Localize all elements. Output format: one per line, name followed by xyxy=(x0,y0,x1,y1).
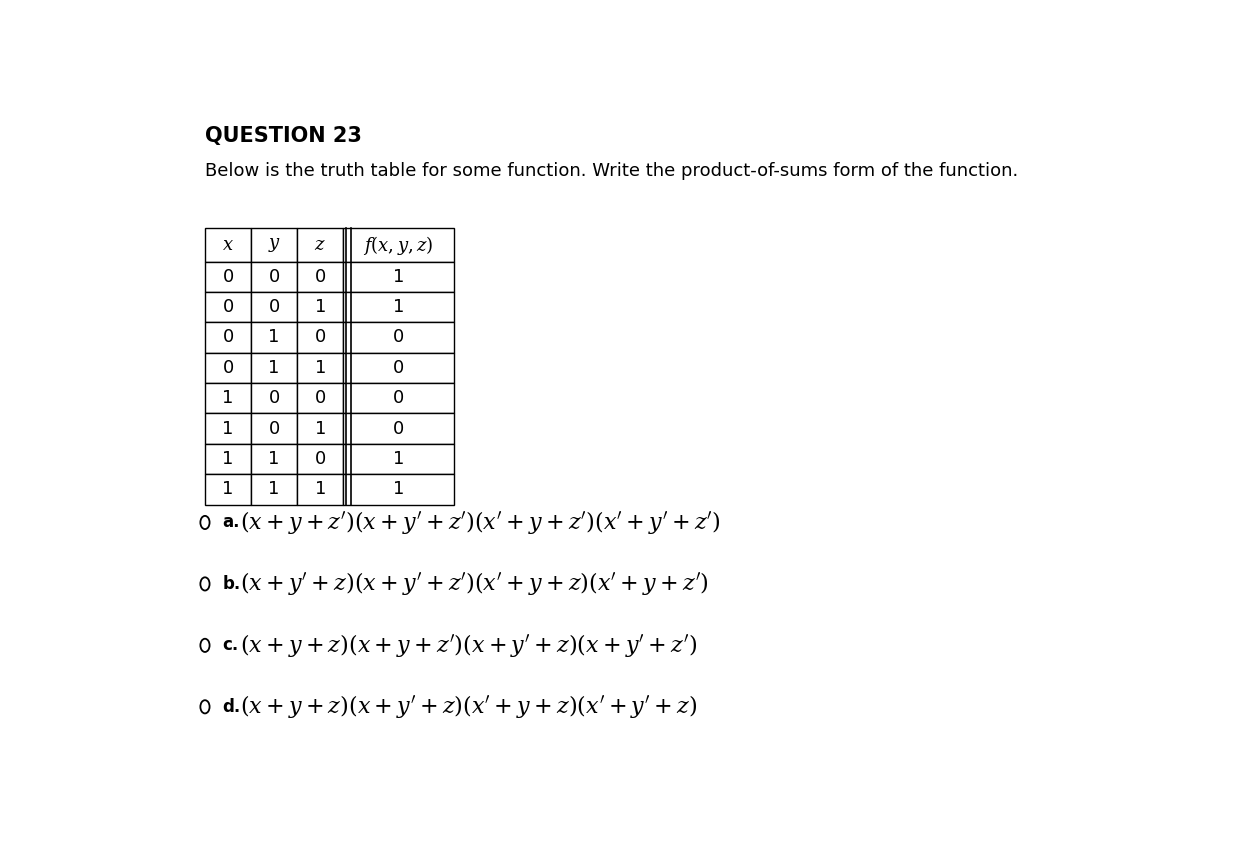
Text: $f(x, y, z)$: $f(x, y, z)$ xyxy=(363,233,434,257)
Bar xyxy=(250,262,298,292)
Text: 1: 1 xyxy=(222,450,233,468)
Text: 0: 0 xyxy=(315,390,326,408)
Text: 1: 1 xyxy=(315,298,326,316)
Bar xyxy=(298,414,343,444)
Bar xyxy=(298,262,343,292)
Bar xyxy=(343,474,454,505)
Bar xyxy=(250,292,298,323)
Text: 1: 1 xyxy=(315,420,326,438)
Text: 1: 1 xyxy=(393,268,404,286)
Text: $x$: $x$ xyxy=(222,236,234,254)
Bar xyxy=(205,353,250,383)
Bar xyxy=(250,474,298,505)
Text: 1: 1 xyxy=(222,390,233,408)
Text: $(x + y + z)(x + y' + z)(x' + y + z)(x' + y' + z)$: $(x + y + z)(x + y' + z)(x' + y + z)(x' … xyxy=(239,693,697,721)
Text: 1: 1 xyxy=(393,450,404,468)
Text: 1: 1 xyxy=(393,298,404,316)
Bar xyxy=(298,323,343,353)
Text: 1: 1 xyxy=(269,450,280,468)
Bar xyxy=(298,383,343,414)
Text: 0: 0 xyxy=(315,450,326,468)
Text: 1: 1 xyxy=(315,480,326,498)
Text: 0: 0 xyxy=(222,329,233,347)
Text: 1: 1 xyxy=(393,480,404,498)
Bar xyxy=(298,474,343,505)
Text: 0: 0 xyxy=(269,420,280,438)
Text: $(x + y + z)(x + y + z')(x + y' + z)(x + y' + z')$: $(x + y + z)(x + y + z')(x + y' + z)(x +… xyxy=(239,631,697,659)
Text: 0: 0 xyxy=(315,329,326,347)
Text: 1: 1 xyxy=(222,420,233,438)
Bar xyxy=(298,228,343,262)
Text: 1: 1 xyxy=(222,480,233,498)
Bar xyxy=(205,474,250,505)
Text: c.: c. xyxy=(222,637,238,655)
Text: $y$: $y$ xyxy=(268,236,280,254)
Text: 0: 0 xyxy=(269,298,280,316)
Bar xyxy=(250,444,298,474)
Text: 1: 1 xyxy=(269,329,280,347)
Text: $z$: $z$ xyxy=(315,236,326,254)
Bar xyxy=(343,444,454,474)
Text: 0: 0 xyxy=(393,390,404,408)
Text: 1: 1 xyxy=(315,359,326,377)
Text: 0: 0 xyxy=(393,359,404,377)
Bar xyxy=(343,228,454,262)
Text: 0: 0 xyxy=(393,329,404,347)
Text: Below is the truth table for some function. Write the product-of-sums form of th: Below is the truth table for some functi… xyxy=(205,162,1018,180)
Text: $(x + y + z')(x + y' + z')(x' + y + z')(x' + y' + z')$: $(x + y + z')(x + y' + z')(x' + y + z')(… xyxy=(239,509,720,536)
Bar xyxy=(343,353,454,383)
Text: a.: a. xyxy=(222,513,239,531)
Text: 0: 0 xyxy=(269,268,280,286)
Bar xyxy=(298,292,343,323)
Bar xyxy=(250,323,298,353)
Text: $(x + y' + z)(x + y' + z')(x' + y + z)(x' + y + z')$: $(x + y' + z)(x + y' + z')(x' + y + z)(x… xyxy=(239,571,708,597)
Text: QUESTION 23: QUESTION 23 xyxy=(205,126,362,146)
Bar xyxy=(205,414,250,444)
Bar xyxy=(205,323,250,353)
Bar xyxy=(250,228,298,262)
Text: 0: 0 xyxy=(222,298,233,316)
Bar xyxy=(343,262,454,292)
Bar xyxy=(205,292,250,323)
Bar xyxy=(250,383,298,414)
Bar xyxy=(205,262,250,292)
Bar xyxy=(205,228,250,262)
Bar xyxy=(250,353,298,383)
Text: 0: 0 xyxy=(222,268,233,286)
Text: b.: b. xyxy=(222,575,241,593)
Text: d.: d. xyxy=(222,698,241,716)
Text: 1: 1 xyxy=(269,359,280,377)
Text: 0: 0 xyxy=(269,390,280,408)
Bar xyxy=(343,323,454,353)
Text: 0: 0 xyxy=(393,420,404,438)
Bar xyxy=(298,444,343,474)
Bar xyxy=(343,414,454,444)
Bar xyxy=(298,353,343,383)
Bar xyxy=(205,444,250,474)
Text: 1: 1 xyxy=(269,480,280,498)
Bar xyxy=(250,414,298,444)
Bar xyxy=(205,383,250,414)
Text: 0: 0 xyxy=(222,359,233,377)
Bar xyxy=(343,383,454,414)
Text: 0: 0 xyxy=(315,268,326,286)
Bar xyxy=(343,292,454,323)
